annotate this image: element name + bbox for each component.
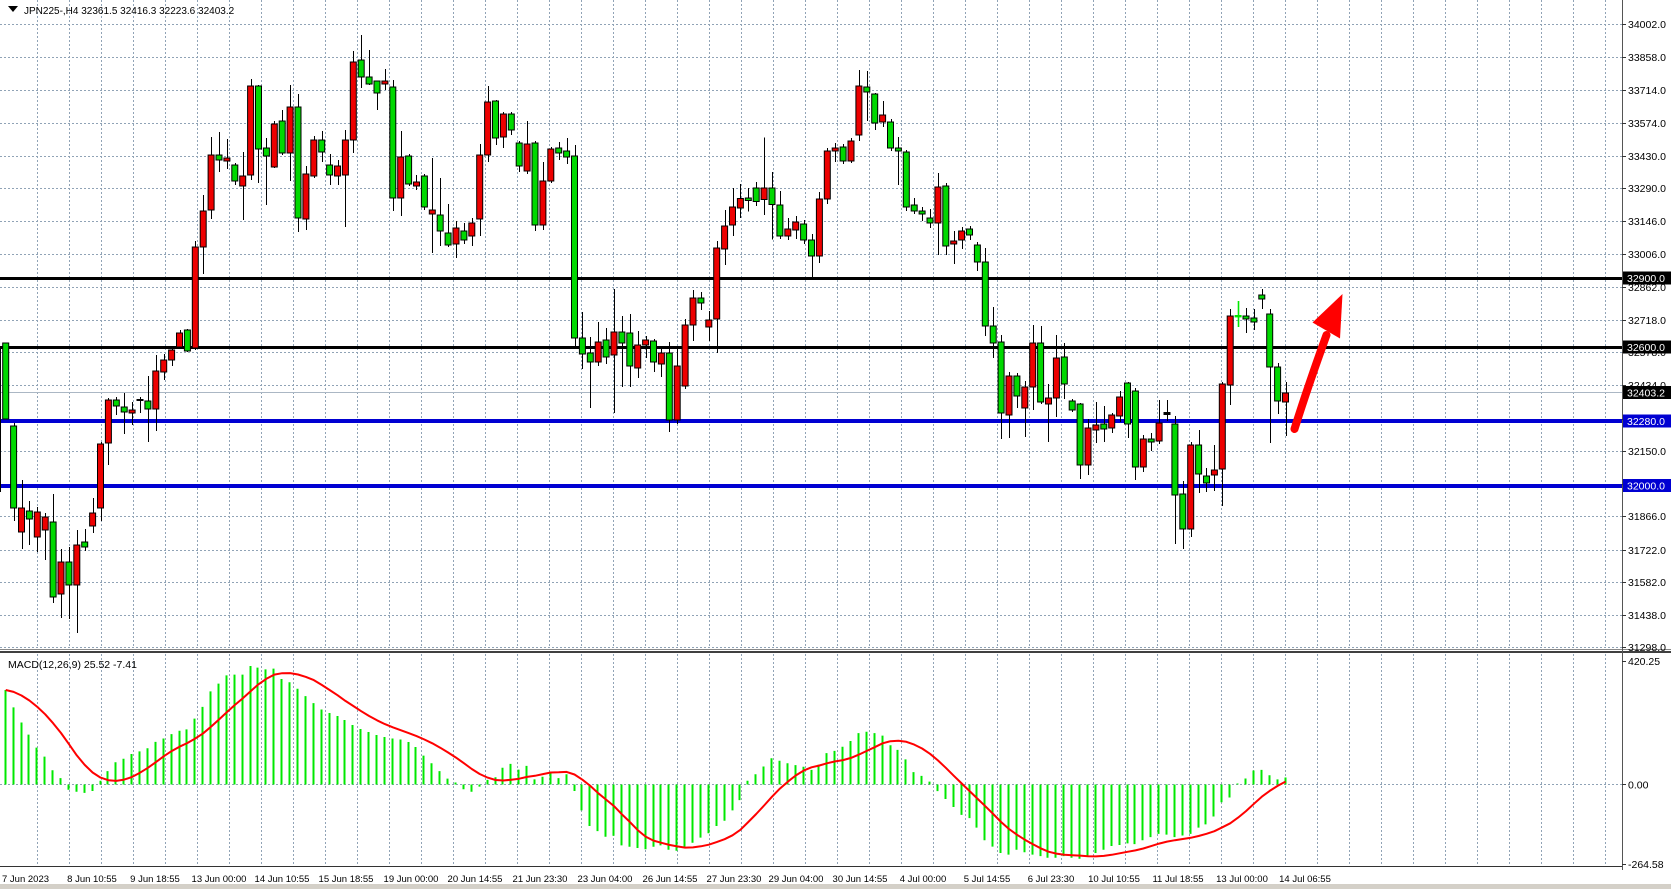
svg-text:30 Jun 14:55: 30 Jun 14:55 bbox=[833, 874, 888, 885]
svg-text:33290.0: 33290.0 bbox=[1628, 183, 1666, 195]
svg-text:34002.0: 34002.0 bbox=[1628, 19, 1666, 31]
svg-text:32900.0: 32900.0 bbox=[1627, 273, 1665, 285]
svg-text:14 Jul 06:55: 14 Jul 06:55 bbox=[1279, 874, 1331, 885]
svg-text:14 Jun 10:55: 14 Jun 10:55 bbox=[255, 874, 310, 885]
svg-text:29 Jun 04:00: 29 Jun 04:00 bbox=[769, 874, 824, 885]
svg-text:31582.0: 31582.0 bbox=[1628, 577, 1666, 589]
svg-text:23 Jun 04:00: 23 Jun 04:00 bbox=[578, 874, 633, 885]
svg-text:20 Jun 14:55: 20 Jun 14:55 bbox=[448, 874, 503, 885]
svg-text:420.25: 420.25 bbox=[1628, 656, 1660, 668]
svg-text:4 Jul 00:00: 4 Jul 00:00 bbox=[900, 874, 946, 885]
svg-text:33574.0: 33574.0 bbox=[1628, 118, 1666, 130]
svg-text:9 Jun 18:55: 9 Jun 18:55 bbox=[130, 874, 180, 885]
svg-text:15 Jun 18:55: 15 Jun 18:55 bbox=[319, 874, 374, 885]
svg-text:27 Jun 23:30: 27 Jun 23:30 bbox=[707, 874, 762, 885]
svg-text:32403.2: 32403.2 bbox=[1627, 388, 1665, 400]
svg-text:13 Jul 00:00: 13 Jul 00:00 bbox=[1216, 874, 1268, 885]
svg-text:33146.0: 33146.0 bbox=[1628, 216, 1666, 228]
svg-text:32862.0: 32862.0 bbox=[1628, 282, 1666, 294]
svg-text:31438.0: 31438.0 bbox=[1628, 610, 1666, 622]
svg-text:33430.0: 33430.0 bbox=[1628, 151, 1666, 163]
svg-text:MACD(12,26,9) 25.52 -7.41: MACD(12,26,9) 25.52 -7.41 bbox=[8, 659, 137, 671]
svg-text:31298.0: 31298.0 bbox=[1628, 642, 1666, 654]
svg-text:33006.0: 33006.0 bbox=[1628, 249, 1666, 261]
svg-text:33714.0: 33714.0 bbox=[1628, 85, 1666, 97]
svg-text:0.00: 0.00 bbox=[1628, 780, 1649, 792]
svg-text:26 Jun 14:55: 26 Jun 14:55 bbox=[643, 874, 698, 885]
svg-text:32150.0: 32150.0 bbox=[1628, 446, 1666, 458]
svg-text:32000.0: 32000.0 bbox=[1627, 481, 1665, 493]
svg-text:32280.0: 32280.0 bbox=[1627, 416, 1665, 428]
svg-text:6 Jul 23:30: 6 Jul 23:30 bbox=[1028, 874, 1074, 885]
svg-text:-264.58: -264.58 bbox=[1628, 859, 1664, 871]
svg-text:7 Jun 2023: 7 Jun 2023 bbox=[2, 874, 49, 885]
svg-text:13 Jun 00:00: 13 Jun 00:00 bbox=[192, 874, 247, 885]
svg-text:19 Jun 00:00: 19 Jun 00:00 bbox=[384, 874, 439, 885]
svg-text:11 Jul 18:55: 11 Jul 18:55 bbox=[1152, 874, 1203, 885]
svg-text:10 Jul 10:55: 10 Jul 10:55 bbox=[1088, 874, 1140, 885]
svg-text:31866.0: 31866.0 bbox=[1628, 511, 1666, 523]
svg-text:5 Jul 14:55: 5 Jul 14:55 bbox=[964, 874, 1010, 885]
svg-text:8 Jun 10:55: 8 Jun 10:55 bbox=[67, 874, 117, 885]
svg-text:JPN225-,H4 32361.5 32416.3 32: JPN225-,H4 32361.5 32416.3 32223.6 32403… bbox=[24, 6, 235, 17]
svg-text:33858.0: 33858.0 bbox=[1628, 52, 1666, 64]
svg-text:21 Jun 23:30: 21 Jun 23:30 bbox=[513, 874, 568, 885]
svg-text:32718.0: 32718.0 bbox=[1628, 315, 1666, 327]
svg-text:31722.0: 31722.0 bbox=[1628, 545, 1666, 557]
svg-text:32600.0: 32600.0 bbox=[1627, 342, 1665, 354]
